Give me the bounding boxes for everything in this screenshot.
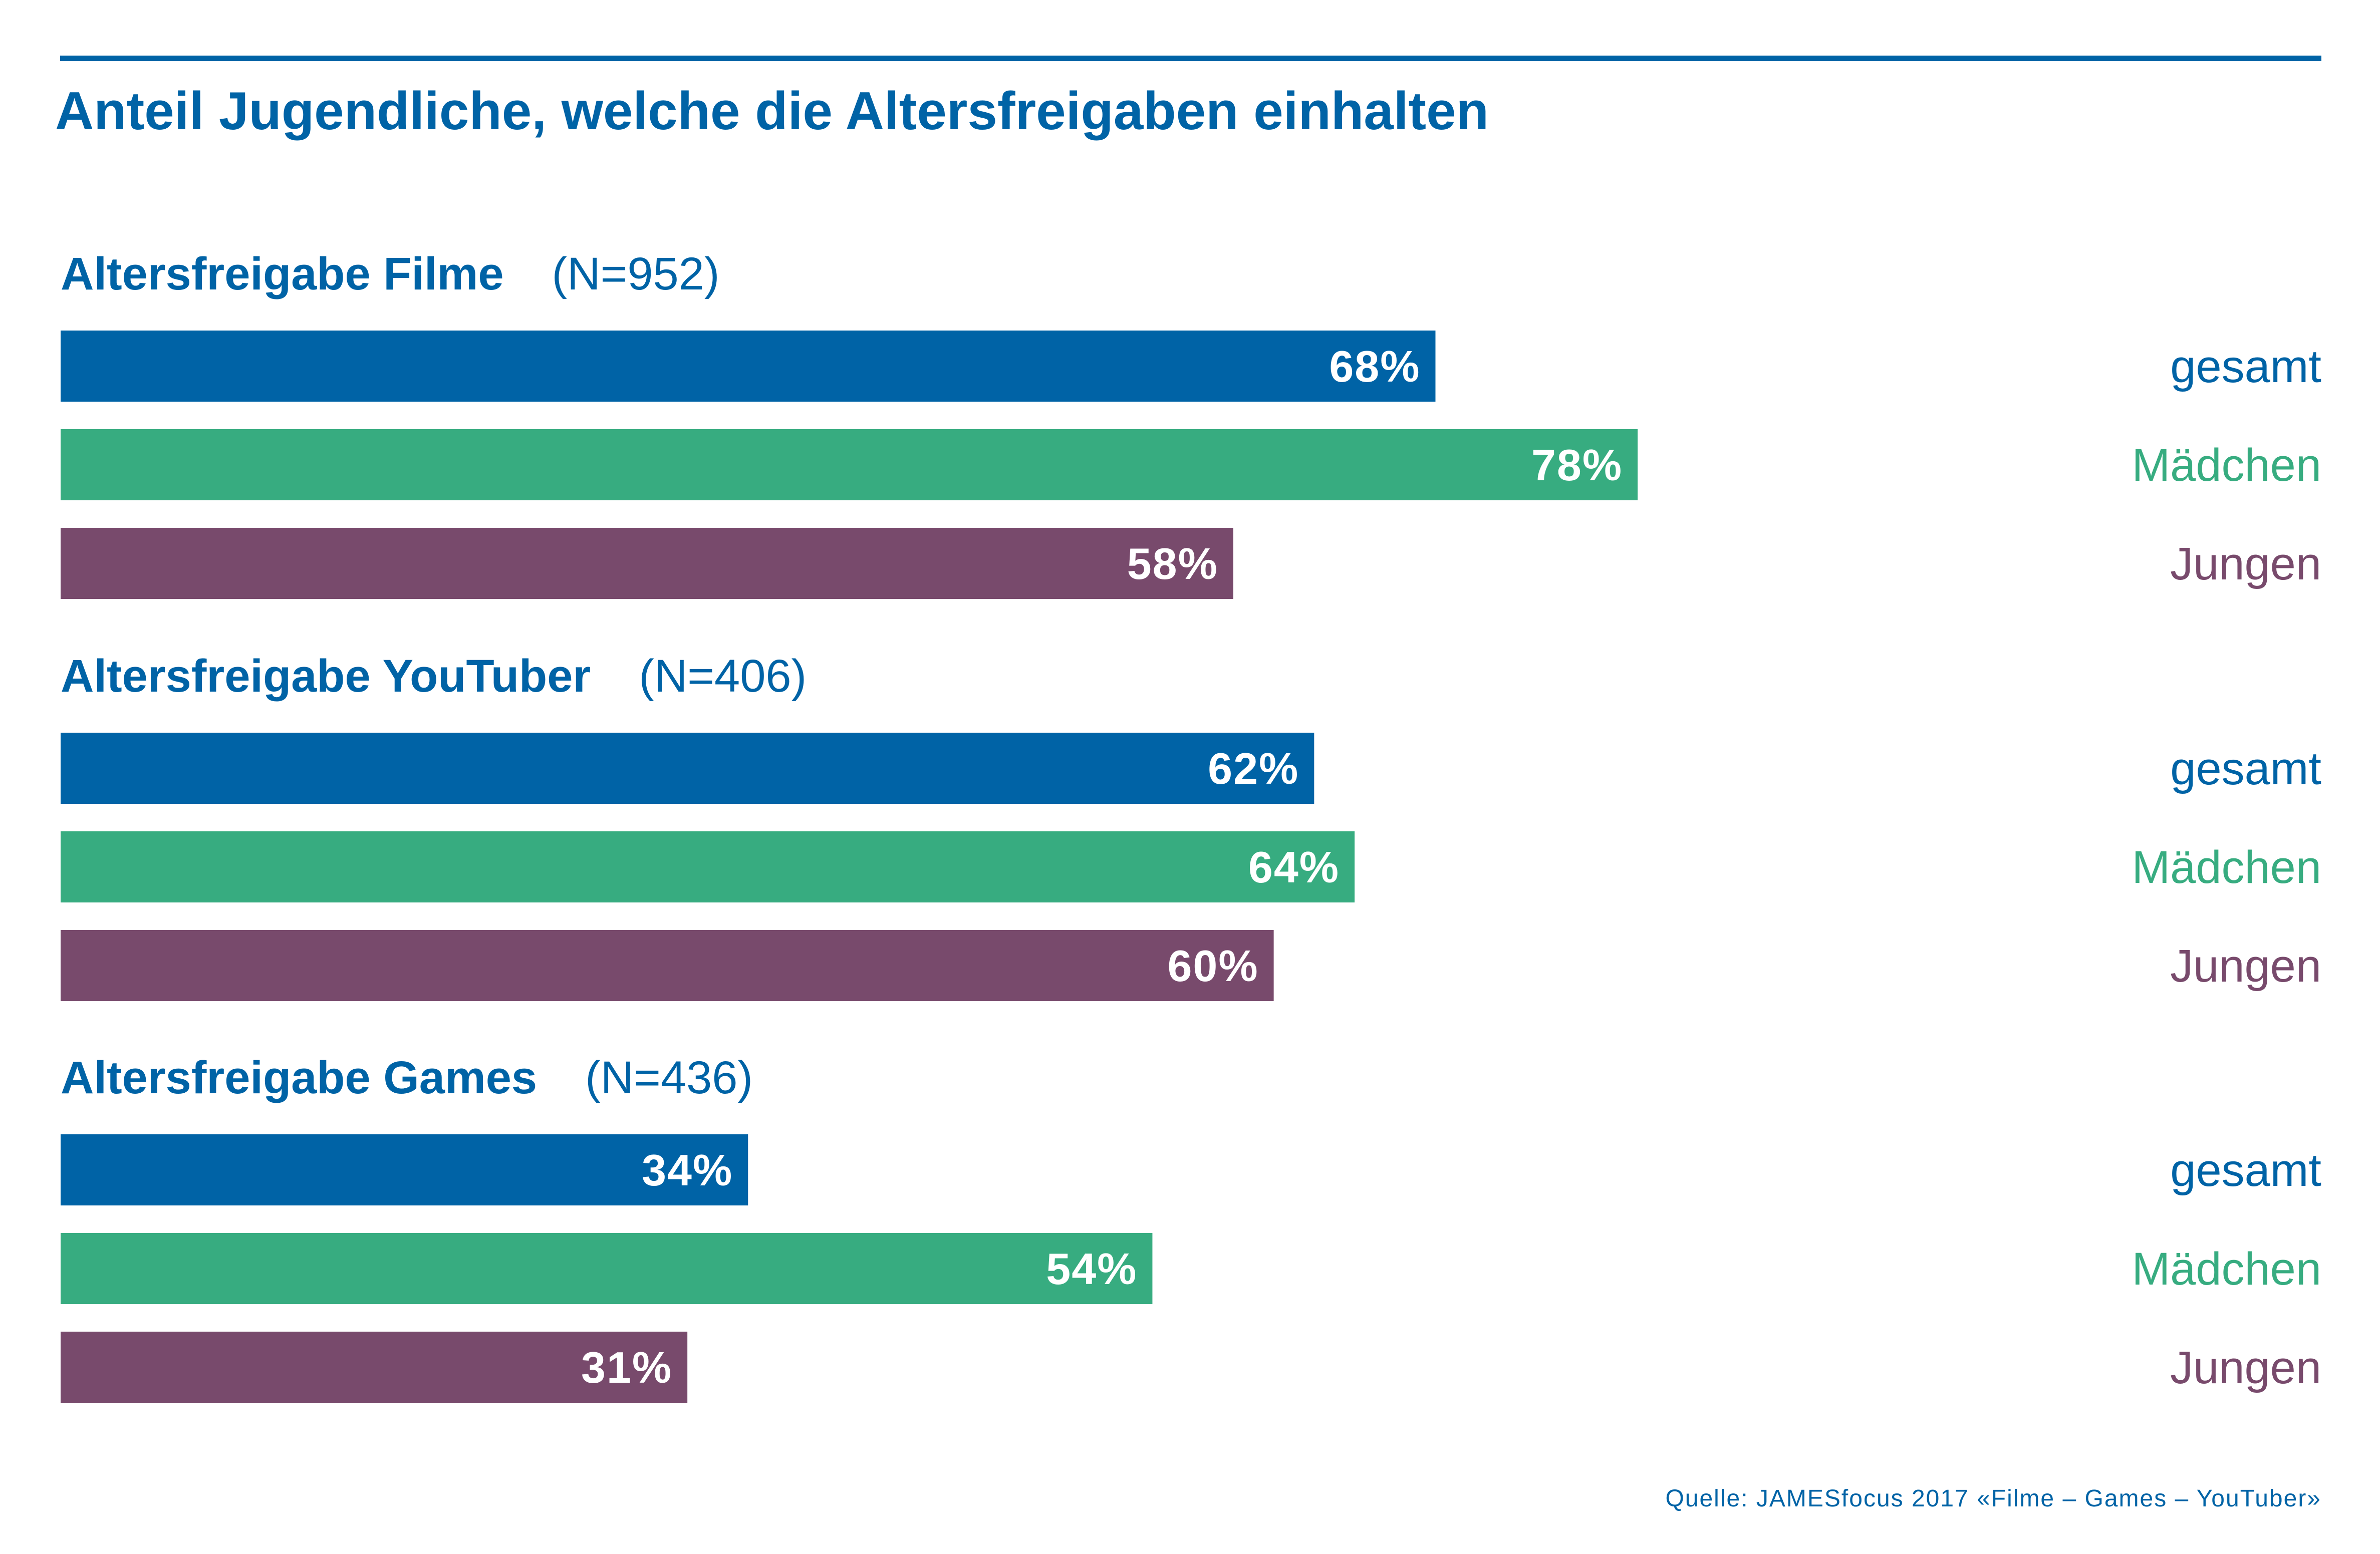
data-label: 60%: [1167, 941, 1258, 991]
group-label: Altersfreigabe Games: [61, 1052, 537, 1103]
bar-group-altersfreigabe-filme: Altersfreigabe Filme (N=952) 68% gesamt 78% M…: [61, 248, 2321, 599]
bar-group-altersfreigabe-games: Altersfreigabe Games (N=436) 34% gesamt 54% M…: [61, 1052, 2321, 1403]
group-label: Altersfreigabe Filme: [61, 248, 504, 299]
bar-altersfreigabe-youtuber-maedchen: [61, 831, 1355, 902]
bar-altersfreigabe-youtuber-gesamt: [61, 733, 1314, 804]
bar-altersfreigabe-filme-jungen: [61, 528, 1233, 599]
bar-altersfreigabe-games-maedchen: [61, 1233, 1153, 1304]
series-label-maedchen: Mädchen: [2132, 1244, 2321, 1295]
group-n: (N=436): [585, 1052, 753, 1103]
top-rule: [60, 56, 2321, 61]
series-label-jungen: Jungen: [2170, 538, 2321, 589]
data-label: 54%: [1046, 1244, 1137, 1294]
series-label-jungen: Jungen: [2170, 1342, 2321, 1393]
bar-altersfreigabe-youtuber-jungen: [61, 930, 1274, 1001]
chart-title: Anteil Jugendliche, welche die Altersfre…: [55, 81, 1489, 141]
data-label: 34%: [642, 1145, 733, 1195]
series-label-gesamt: gesamt: [2170, 341, 2321, 392]
series-label-maedchen: Mädchen: [2132, 440, 2321, 491]
group-n: (N=406): [639, 651, 807, 702]
group-heading: Altersfreigabe Filme (N=952): [61, 248, 719, 299]
data-label: 58%: [1127, 539, 1218, 588]
bar-groups: Altersfreigabe Filme (N=952) 68% gesamt 78% M…: [61, 248, 2321, 1403]
data-label: 78%: [1531, 440, 1623, 490]
group-heading: Altersfreigabe YouTuber (N=406): [61, 651, 807, 702]
group-n: (N=952): [552, 248, 720, 299]
bar-altersfreigabe-games-gesamt: [61, 1134, 748, 1205]
data-label: 31%: [581, 1343, 672, 1392]
data-label: 68%: [1329, 342, 1420, 391]
data-label: 64%: [1248, 842, 1340, 892]
chart-source: Quelle: JAMESfocus 2017 «Filme – Games –…: [1665, 1485, 2321, 1512]
bar-group-altersfreigabe-youtuber: Altersfreigabe YouTuber (N=406) 62% gesamt 6…: [61, 651, 2321, 1001]
bar-altersfreigabe-games-jungen: [61, 1332, 688, 1403]
series-label-jungen: Jungen: [2170, 941, 2321, 992]
data-label: 62%: [1208, 744, 1299, 793]
group-label: Altersfreigabe YouTuber: [61, 651, 591, 702]
series-label-gesamt: gesamt: [2170, 1145, 2321, 1196]
bar-altersfreigabe-filme-maedchen: [61, 429, 1638, 500]
bar-altersfreigabe-filme-gesamt: [61, 331, 1436, 402]
series-label-gesamt: gesamt: [2170, 743, 2321, 794]
group-heading: Altersfreigabe Games (N=436): [61, 1052, 753, 1103]
series-label-maedchen: Mädchen: [2132, 842, 2321, 893]
